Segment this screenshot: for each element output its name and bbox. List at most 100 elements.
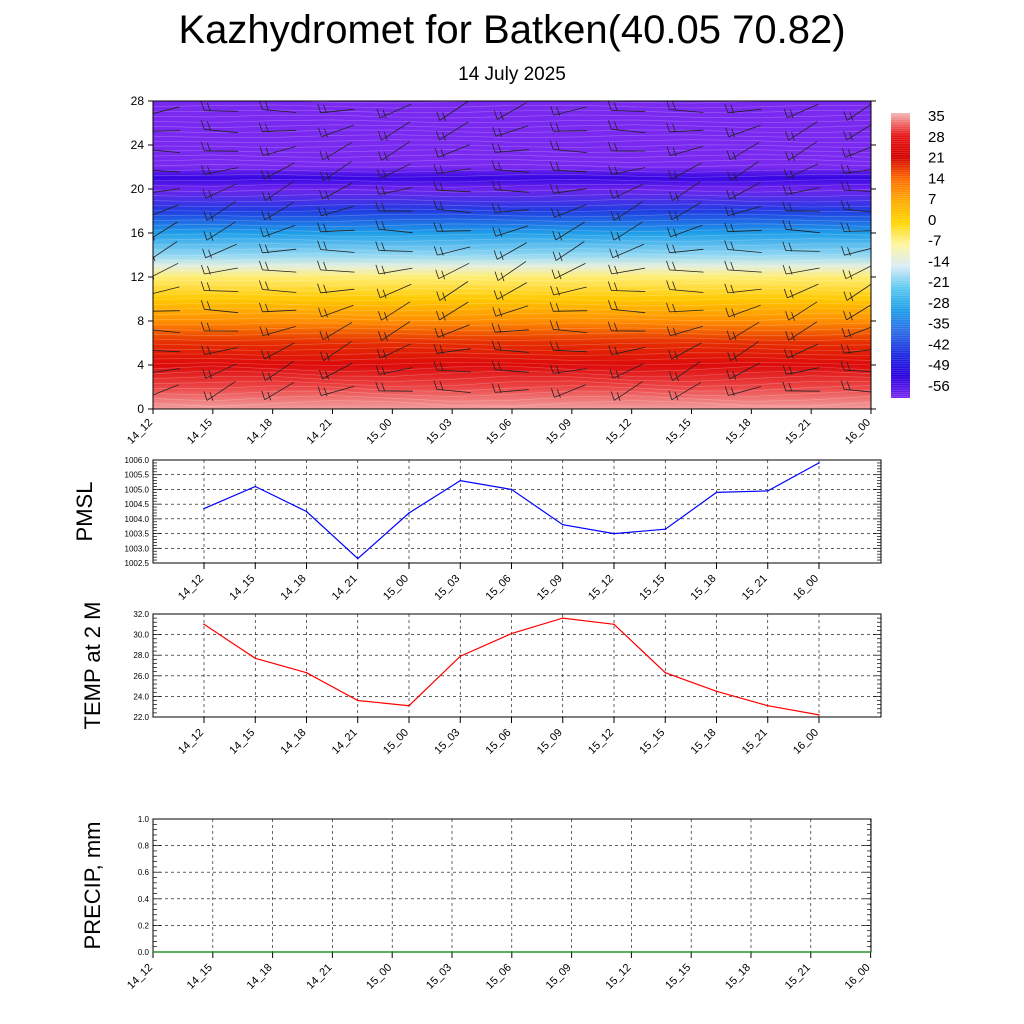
y-tick-label: 0.8 (138, 842, 150, 851)
x-tick-label: 15_09 (544, 962, 574, 992)
x-tick-label: 15_06 (484, 417, 514, 447)
series-point (767, 704, 769, 707)
series-point (357, 699, 359, 702)
y-tick-label: 28.0 (133, 651, 149, 660)
x-tick-label: 15_09 (535, 573, 565, 603)
colorbar-label: 21 (928, 150, 945, 167)
y-tick-label: 1005.5 (125, 471, 150, 480)
x-tick-label: 16_00 (791, 727, 821, 757)
series-point (510, 488, 513, 491)
x-tick-label: 14_12 (125, 962, 155, 992)
x-tick-label: 15_15 (664, 417, 694, 447)
series-point (810, 951, 812, 953)
y-tick-label: 1004.5 (125, 500, 150, 509)
x-tick-label: 15_12 (586, 727, 616, 757)
x-tick-label: 14_15 (227, 573, 257, 603)
y-tick-label: 32.0 (133, 610, 149, 619)
x-tick-label: 16_00 (843, 417, 873, 447)
x-tick-label: 15_21 (783, 962, 813, 992)
series-point (690, 951, 692, 953)
x-tick-label: 15_06 (484, 573, 514, 603)
x-tick-label: 15_21 (740, 727, 770, 757)
colorbar-label: -7 (928, 233, 941, 250)
colorbar-label: 7 (928, 191, 936, 208)
series-point (750, 951, 752, 953)
temp2m-panel: 22.0 24.0 26.0 28.0 30.0 32.0 14_12 14_15 14_18 1… (80, 602, 882, 757)
x-tick-label: 15_12 (586, 573, 616, 603)
series-point (305, 671, 308, 674)
series-point (613, 623, 615, 626)
series-point (715, 690, 718, 693)
x-tick-label: 15_21 (783, 417, 813, 447)
y-tick-label: 28 (131, 94, 145, 108)
colorbar-label: -56 (928, 378, 950, 395)
y-tick-label: 1003.5 (125, 530, 150, 539)
x-tick-label: 14_12 (176, 727, 206, 757)
series-point (818, 462, 820, 464)
x-tick-label: 15_03 (432, 727, 462, 757)
x-tick-label: 16_00 (843, 962, 873, 992)
x-tick-label: 14_18 (245, 962, 275, 992)
x-tick-label: 15_12 (603, 962, 633, 992)
y-tick-label: 12 (131, 270, 145, 284)
x-tick-label: 14_15 (227, 727, 257, 757)
chart-subtitle: 14 July 2025 (458, 64, 566, 85)
series-point (331, 951, 334, 953)
series-point (152, 951, 154, 953)
series-point (254, 657, 257, 660)
y-axis-label: PRECIP, mm (80, 822, 105, 950)
precip-panel: 0.0 0.2 0.4 0.6 0.8 1.0 14_12 14_15 14_18 14_21 15… (80, 815, 873, 992)
y-tick-label: 1003.0 (125, 544, 150, 553)
x-tick-label: 14_21 (305, 417, 335, 447)
colorbar-label: 14 (928, 170, 945, 187)
panel-frame (152, 459, 882, 564)
x-tick-label: 14_21 (304, 962, 334, 992)
series-point (510, 632, 513, 635)
y-axis-label: TEMP at 2 M (80, 602, 105, 730)
x-tick-label: 15_18 (723, 417, 753, 447)
y-tick-label: 0.0 (138, 948, 150, 957)
y-tick-label: 24 (131, 138, 145, 152)
x-tick-label: 14_12 (125, 417, 155, 447)
chart-title: Kazhydromet for Batken(40.05 70.82) (178, 8, 846, 52)
y-tick-label: 8 (137, 314, 144, 328)
x-tick-label: 15_00 (364, 417, 394, 447)
x-tick-label: 15_00 (381, 573, 411, 603)
x-tick-label: 15_06 (484, 962, 514, 992)
colorbar-label: -35 (928, 316, 950, 333)
y-tick-label: 0.2 (138, 921, 150, 930)
series-point (271, 951, 274, 953)
colorbar-label: -14 (928, 253, 950, 270)
series-point (391, 951, 394, 953)
series-point (562, 523, 564, 526)
y-tick-label: 4 (137, 358, 144, 372)
colorbar-ramp (891, 113, 910, 398)
x-tick-label: 14_18 (245, 417, 275, 447)
y-tick-label: 0 (137, 402, 144, 416)
series-point (459, 655, 462, 657)
series-point (212, 951, 214, 953)
series-point (818, 714, 820, 716)
series-point (715, 491, 718, 494)
series-point (408, 512, 410, 514)
y-tick-label: 22.0 (133, 713, 149, 722)
y-tick-label: 30.0 (133, 631, 149, 640)
x-tick-label: 14_21 (330, 573, 360, 603)
y-tick-label: 24.0 (133, 692, 149, 701)
x-tick-label: 15_09 (544, 417, 574, 447)
series-point (869, 951, 872, 953)
x-tick-label: 15_15 (663, 962, 693, 992)
y-tick-label: 1006.0 (125, 456, 150, 465)
x-tick-label: 15_03 (424, 417, 454, 447)
series-point (570, 951, 573, 953)
x-tick-label: 14_12 (176, 573, 206, 603)
colorbar-label: 35 (928, 108, 945, 125)
colorbar-label: 28 (928, 129, 945, 146)
x-tick-label: 15_21 (740, 573, 770, 603)
series-point (203, 507, 205, 510)
colorbar-label: 0 (928, 212, 936, 229)
x-tick-label: 14_21 (330, 727, 360, 757)
y-tick-label: 1002.5 (125, 559, 150, 568)
y-tick-label: 26.0 (133, 672, 149, 681)
series-point (664, 528, 667, 530)
